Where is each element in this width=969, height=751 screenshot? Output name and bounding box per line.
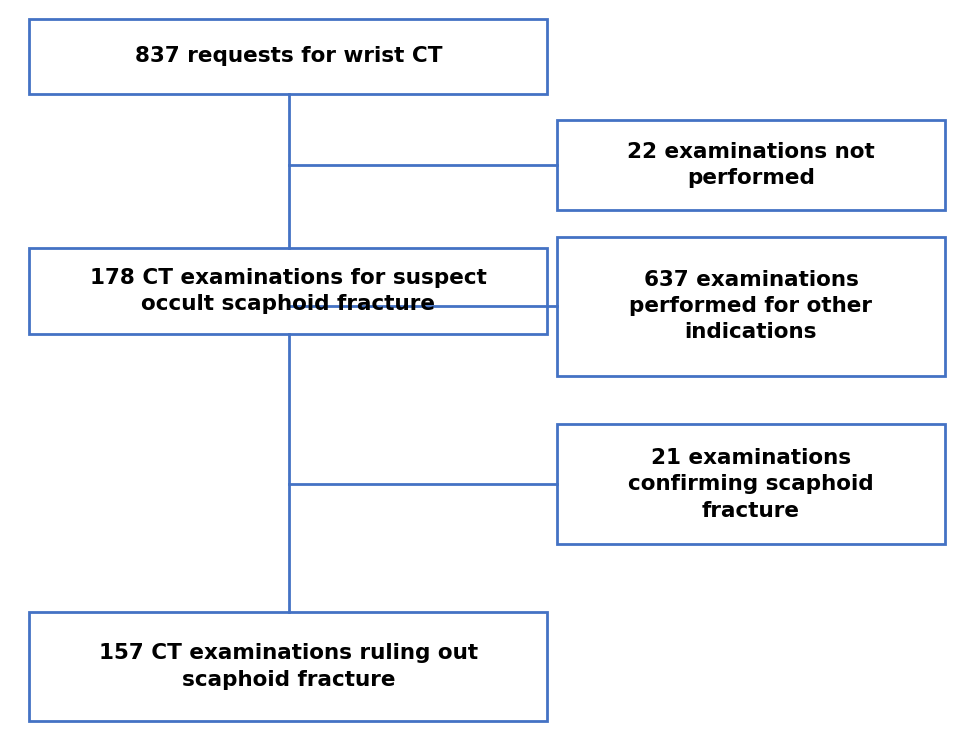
Text: 22 examinations not
performed: 22 examinations not performed <box>627 142 875 189</box>
Text: 178 CT examinations for suspect
occult scaphoid fracture: 178 CT examinations for suspect occult s… <box>90 268 486 314</box>
Bar <box>29 248 547 334</box>
Bar <box>29 612 547 721</box>
Text: 837 requests for wrist CT: 837 requests for wrist CT <box>135 47 442 66</box>
Bar <box>557 424 945 544</box>
Text: 157 CT examinations ruling out
scaphoid fracture: 157 CT examinations ruling out scaphoid … <box>99 644 478 689</box>
Bar <box>557 120 945 210</box>
Text: 637 examinations
performed for other
indications: 637 examinations performed for other ind… <box>630 270 872 342</box>
Bar <box>29 19 547 94</box>
Bar <box>557 237 945 376</box>
Text: 21 examinations
confirming scaphoid
fracture: 21 examinations confirming scaphoid frac… <box>628 448 874 520</box>
